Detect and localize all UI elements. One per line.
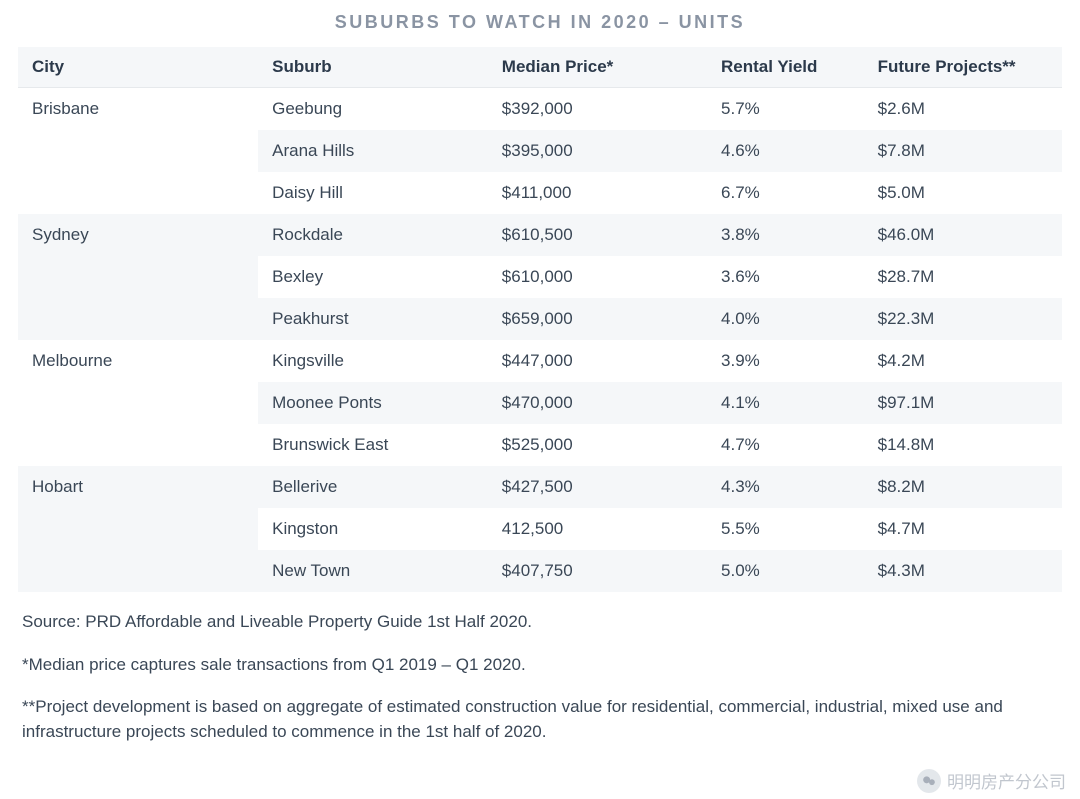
cell-projects: $97.1M	[864, 382, 1062, 424]
cell-projects: $5.0M	[864, 172, 1062, 214]
table-container: SUBURBS TO WATCH IN 2020 – UNITS City Su…	[0, 0, 1080, 745]
cell-suburb: Brunswick East	[258, 424, 488, 466]
cell-suburb: Moonee Ponts	[258, 382, 488, 424]
cell-projects: $28.7M	[864, 256, 1062, 298]
cell-yield: 3.9%	[707, 340, 864, 382]
cell-price: $610,500	[488, 214, 707, 256]
col-price: Median Price*	[488, 47, 707, 88]
col-city: City	[18, 47, 258, 88]
cell-price: $470,000	[488, 382, 707, 424]
cell-projects: $4.7M	[864, 508, 1062, 550]
cell-city: Brisbane	[18, 88, 258, 215]
cell-yield: 5.7%	[707, 88, 864, 131]
cell-suburb: Kingsville	[258, 340, 488, 382]
watermark-text: 明明房产分公司	[947, 768, 1066, 793]
cell-price: $411,000	[488, 172, 707, 214]
watermark: 明明房产分公司	[917, 768, 1066, 793]
cell-suburb: Geebung	[258, 88, 488, 131]
cell-price: $610,000	[488, 256, 707, 298]
cell-yield: 4.1%	[707, 382, 864, 424]
cell-price: $407,750	[488, 550, 707, 592]
table-row: MelbourneKingsville$447,0003.9%$4.2M	[18, 340, 1062, 382]
cell-yield: 4.7%	[707, 424, 864, 466]
cell-projects: $7.8M	[864, 130, 1062, 172]
cell-suburb: Peakhurst	[258, 298, 488, 340]
footnote-source: Source: PRD Affordable and Liveable Prop…	[22, 610, 1058, 635]
page-title: SUBURBS TO WATCH IN 2020 – UNITS	[18, 12, 1062, 33]
cell-city: Hobart	[18, 466, 258, 592]
cell-suburb: Arana Hills	[258, 130, 488, 172]
cell-city: Melbourne	[18, 340, 258, 466]
cell-suburb: Bexley	[258, 256, 488, 298]
footnotes: Source: PRD Affordable and Liveable Prop…	[18, 592, 1062, 745]
table-row: BrisbaneGeebung$392,0005.7%$2.6M	[18, 88, 1062, 131]
cell-yield: 5.0%	[707, 550, 864, 592]
cell-projects: $4.3M	[864, 550, 1062, 592]
cell-projects: $2.6M	[864, 88, 1062, 131]
table-row: HobartBellerive$427,5004.3%$8.2M	[18, 466, 1062, 508]
col-proj: Future Projects**	[864, 47, 1062, 88]
cell-suburb: Daisy Hill	[258, 172, 488, 214]
col-yield: Rental Yield	[707, 47, 864, 88]
cell-yield: 4.3%	[707, 466, 864, 508]
cell-projects: $4.2M	[864, 340, 1062, 382]
col-suburb: Suburb	[258, 47, 488, 88]
cell-suburb: New Town	[258, 550, 488, 592]
cell-yield: 6.7%	[707, 172, 864, 214]
cell-yield: 4.6%	[707, 130, 864, 172]
table-row: SydneyRockdale$610,5003.8%$46.0M	[18, 214, 1062, 256]
cell-city: Sydney	[18, 214, 258, 340]
cell-price: $659,000	[488, 298, 707, 340]
cell-price: $525,000	[488, 424, 707, 466]
suburbs-table: City Suburb Median Price* Rental Yield F…	[18, 47, 1062, 592]
cell-yield: 3.8%	[707, 214, 864, 256]
cell-projects: $46.0M	[864, 214, 1062, 256]
cell-yield: 5.5%	[707, 508, 864, 550]
wechat-icon	[917, 769, 941, 793]
table-header-row: City Suburb Median Price* Rental Yield F…	[18, 47, 1062, 88]
cell-suburb: Kingston	[258, 508, 488, 550]
cell-projects: $14.8M	[864, 424, 1062, 466]
footnote-projects: **Project development is based on aggreg…	[22, 695, 1058, 744]
cell-price: $447,000	[488, 340, 707, 382]
cell-suburb: Rockdale	[258, 214, 488, 256]
cell-yield: 3.6%	[707, 256, 864, 298]
cell-yield: 4.0%	[707, 298, 864, 340]
table-body: BrisbaneGeebung$392,0005.7%$2.6MArana Hi…	[18, 88, 1062, 593]
cell-projects: $8.2M	[864, 466, 1062, 508]
cell-projects: $22.3M	[864, 298, 1062, 340]
cell-price: $395,000	[488, 130, 707, 172]
cell-price: $392,000	[488, 88, 707, 131]
footnote-median: *Median price captures sale transactions…	[22, 653, 1058, 678]
cell-suburb: Bellerive	[258, 466, 488, 508]
cell-price: $427,500	[488, 466, 707, 508]
cell-price: 412,500	[488, 508, 707, 550]
